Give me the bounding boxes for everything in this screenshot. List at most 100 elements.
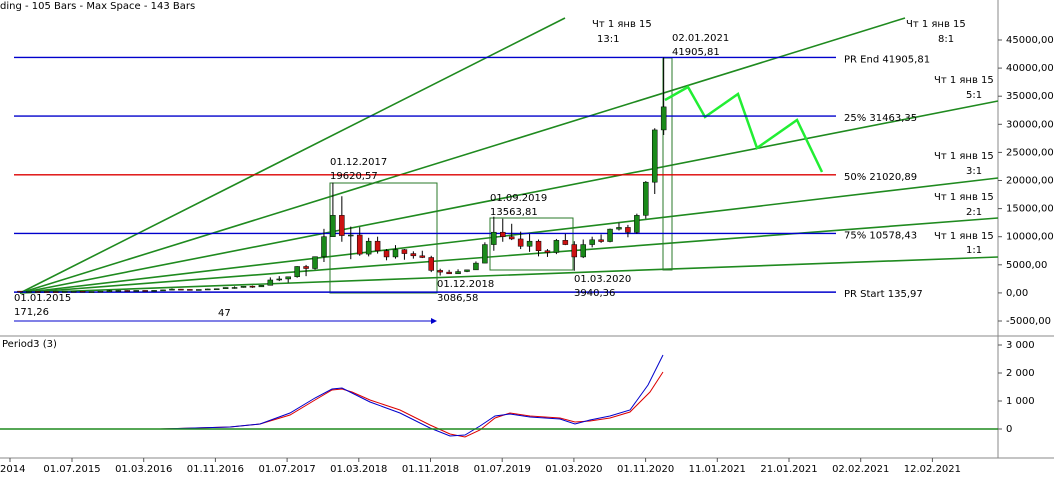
fan-ratio: 8:1 bbox=[938, 34, 954, 45]
candle-body bbox=[446, 271, 452, 275]
candle-body bbox=[160, 289, 166, 292]
candle-body bbox=[589, 239, 595, 245]
candle-body bbox=[187, 289, 193, 291]
x-tick-label: 01.03.2016 bbox=[115, 464, 172, 475]
x-tick-label: 01.03.2018 bbox=[330, 464, 387, 475]
candle-body bbox=[607, 228, 613, 242]
candle-body bbox=[53, 291, 59, 293]
y-tick-label: 40000,00 bbox=[1006, 63, 1054, 74]
candle-body bbox=[544, 250, 551, 253]
candle-body bbox=[178, 288, 184, 291]
level-label: PR End 41905,81 bbox=[844, 54, 930, 65]
fan-date: Чт 1 янв 15 bbox=[934, 231, 994, 242]
candle-body bbox=[562, 240, 569, 245]
candle-body bbox=[491, 231, 497, 245]
fan-line bbox=[19, 256, 999, 294]
fan-date: Чт 1 янв 15 bbox=[934, 151, 994, 162]
candle-body bbox=[61, 291, 68, 293]
candle-body bbox=[88, 291, 95, 293]
candle-body bbox=[115, 290, 122, 292]
candle-body bbox=[419, 255, 426, 258]
candle-body bbox=[151, 290, 157, 292]
x-tick-label: 11.01.2021 bbox=[689, 464, 746, 475]
annotation-date: 01.12.2017 bbox=[330, 157, 387, 168]
candle-body bbox=[330, 215, 336, 237]
candle-body bbox=[580, 244, 586, 258]
x-tick-label: 01.11.2020 bbox=[617, 464, 674, 475]
annotation-date: 02.01.2021 bbox=[672, 33, 729, 44]
candle-body bbox=[517, 238, 524, 247]
candle-body bbox=[196, 289, 202, 291]
indicator-red bbox=[0, 371, 664, 438]
candle-body bbox=[124, 290, 131, 292]
projection-arrows bbox=[664, 85, 824, 173]
candle-body bbox=[321, 236, 327, 257]
candle-body bbox=[356, 234, 363, 255]
candle-body bbox=[535, 240, 542, 251]
candle-body bbox=[169, 288, 175, 291]
candle-body bbox=[204, 288, 211, 291]
y-tick-label: 30000,00 bbox=[1006, 119, 1054, 130]
annotation-price: 19620,57 bbox=[330, 171, 378, 182]
y-tick-label: 10000,00 bbox=[1006, 232, 1054, 243]
arrow-head bbox=[431, 318, 437, 324]
candle-body bbox=[133, 290, 139, 292]
y-tick-label: 25000,00 bbox=[1006, 147, 1054, 158]
candle-body bbox=[17, 290, 23, 293]
fan-ratio: 5:1 bbox=[966, 90, 982, 101]
x-tick-label: 2014 bbox=[0, 464, 25, 475]
candle-body bbox=[651, 129, 658, 183]
fan-ratio: 13:1 bbox=[597, 34, 619, 45]
x-tick-label: 12.02.2021 bbox=[904, 464, 961, 475]
candle-body bbox=[553, 240, 560, 253]
candle-body bbox=[97, 290, 104, 293]
candle-body bbox=[634, 215, 640, 233]
candle-body bbox=[464, 269, 470, 272]
candle-body bbox=[267, 279, 274, 286]
indicator-blue bbox=[0, 354, 664, 437]
candle-body bbox=[142, 290, 148, 292]
candle-body bbox=[625, 227, 631, 233]
candle-body bbox=[213, 288, 220, 290]
candle-body bbox=[428, 257, 434, 271]
x-tick-label: 01.07.2015 bbox=[43, 464, 100, 475]
candle-body bbox=[616, 227, 622, 230]
annotation-price: 171,26 bbox=[14, 307, 49, 318]
fan-line bbox=[19, 100, 999, 294]
gann-fan bbox=[19, 17, 999, 294]
candle-body bbox=[508, 236, 515, 240]
range-box bbox=[329, 182, 438, 294]
y-tick-label: 2 000 bbox=[1006, 368, 1035, 379]
candle-body bbox=[276, 278, 283, 281]
annotation-price: 13563,81 bbox=[490, 207, 538, 218]
level-label: 50% 21020,89 bbox=[844, 172, 917, 183]
candle-body bbox=[383, 250, 390, 258]
x-tick-label: 21.01.2021 bbox=[760, 464, 817, 475]
fan-line bbox=[19, 17, 906, 294]
fan-ratio: 2:1 bbox=[966, 207, 982, 218]
y-tick-label: 0,00 bbox=[1006, 288, 1028, 299]
annotation-price: 41905,81 bbox=[672, 47, 720, 58]
annotation-date: 01.12.2018 bbox=[437, 279, 494, 290]
candle-body bbox=[392, 249, 399, 258]
candle-body bbox=[70, 291, 77, 293]
candle-body bbox=[312, 256, 318, 269]
candle-body bbox=[401, 249, 408, 254]
x-tick-label: 02.02.2021 bbox=[832, 464, 889, 475]
candle-body bbox=[455, 271, 461, 275]
candle-body bbox=[294, 266, 300, 278]
candle-body bbox=[348, 234, 354, 237]
fan-line bbox=[19, 217, 999, 294]
candle-body bbox=[660, 106, 667, 131]
candle-body bbox=[106, 290, 113, 293]
fan-date: Чт 1 янв 15 bbox=[592, 19, 652, 30]
level-label: PR Start 135,97 bbox=[844, 289, 923, 300]
y-tick-label: 45000,00 bbox=[1006, 35, 1054, 46]
candle-body bbox=[339, 215, 345, 236]
candle-body bbox=[79, 291, 86, 293]
x-tick-label: 01.11.2016 bbox=[187, 464, 244, 475]
candle-body bbox=[249, 285, 256, 288]
y-tick-label: 0 bbox=[1006, 424, 1012, 435]
